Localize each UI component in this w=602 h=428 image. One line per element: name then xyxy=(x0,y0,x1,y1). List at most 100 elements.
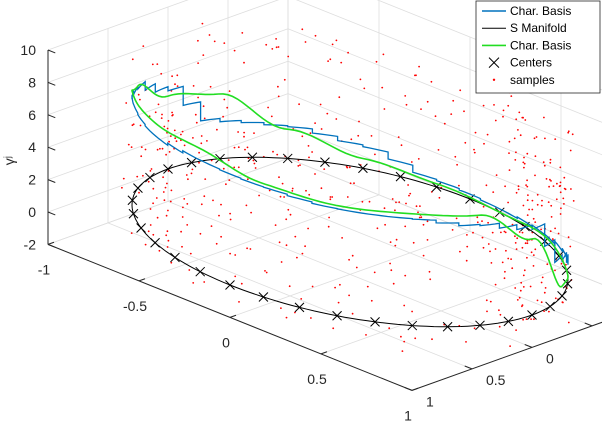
sample-point xyxy=(521,246,524,249)
center-marker xyxy=(370,317,380,327)
sample-point xyxy=(374,153,376,156)
sample-point xyxy=(314,34,317,37)
sample-point xyxy=(514,159,517,161)
sample-point xyxy=(220,235,223,238)
sample-point xyxy=(215,242,218,245)
sample-point xyxy=(192,137,194,139)
sample-point xyxy=(525,184,527,187)
sample-point xyxy=(483,142,485,145)
sample-point xyxy=(308,193,311,196)
sample-point xyxy=(400,335,402,338)
sample-point xyxy=(458,184,460,187)
sample-point xyxy=(415,205,418,208)
sample-point xyxy=(365,334,367,336)
sample-point xyxy=(233,49,236,52)
sample-point xyxy=(522,116,524,119)
sample-point xyxy=(234,275,237,278)
sample-point xyxy=(522,318,524,321)
sample-point xyxy=(253,132,255,135)
sample-point xyxy=(245,204,248,207)
center-marker xyxy=(320,157,330,167)
sample-point xyxy=(296,256,298,259)
x-tick-label: -0.5 xyxy=(123,298,147,314)
sample-point xyxy=(320,128,323,130)
sample-point xyxy=(500,231,502,234)
center-marker-stroke xyxy=(215,153,225,164)
sample-point xyxy=(305,189,307,192)
sample-point xyxy=(174,137,177,140)
sample-point xyxy=(276,153,279,156)
y-tick-mark xyxy=(404,387,413,391)
sample-point xyxy=(213,40,216,43)
center-marker xyxy=(294,302,305,313)
sample-point xyxy=(287,208,290,211)
center-marker-stroke xyxy=(554,251,564,261)
sample-point xyxy=(405,103,408,106)
x-tick-label: -1 xyxy=(38,261,51,277)
center-marker-stroke xyxy=(145,172,155,183)
sample-point xyxy=(472,231,474,234)
sample-point xyxy=(166,230,169,233)
sample-point xyxy=(534,248,537,251)
sample-point xyxy=(515,329,517,331)
sample-point xyxy=(147,230,150,233)
grid-line xyxy=(227,179,593,327)
sample-point xyxy=(299,164,301,167)
sample-point xyxy=(168,151,171,153)
sample-point xyxy=(285,316,288,319)
sample-point xyxy=(491,231,494,234)
sample-point xyxy=(310,317,312,319)
sample-point xyxy=(267,106,269,109)
sample-point xyxy=(530,251,533,254)
sample-point xyxy=(383,207,386,210)
sample-point xyxy=(438,196,441,199)
center-marker-stroke xyxy=(186,157,197,168)
center-marker-stroke xyxy=(395,171,406,182)
sample-point xyxy=(323,168,326,171)
sample-point xyxy=(250,211,253,214)
sample-point xyxy=(137,93,140,96)
sample-point xyxy=(200,135,203,137)
sample-point xyxy=(563,187,566,190)
sample-point xyxy=(502,115,504,118)
sample-point xyxy=(546,263,549,266)
sample-point xyxy=(418,65,420,68)
sample-point xyxy=(285,218,288,221)
sample-point xyxy=(414,337,417,340)
sample-point xyxy=(417,158,420,160)
sample-point xyxy=(163,125,166,128)
sample-point xyxy=(465,341,467,343)
sample-point xyxy=(280,261,283,263)
sample-point xyxy=(411,310,413,313)
sample-point xyxy=(339,283,341,286)
center-marker xyxy=(145,172,155,183)
sample-point xyxy=(180,133,182,136)
axes-box xyxy=(47,49,602,391)
sample-point xyxy=(547,201,550,204)
center-marker xyxy=(557,291,567,301)
sample-point xyxy=(417,211,419,214)
sample-point xyxy=(534,155,537,158)
sample-point xyxy=(534,174,536,177)
sample-point xyxy=(525,318,528,320)
center-marker-stroke xyxy=(332,310,342,321)
sample-point xyxy=(508,140,511,143)
sample-point xyxy=(169,200,172,203)
sample-point xyxy=(482,246,485,249)
sample-point xyxy=(473,327,476,330)
sample-point xyxy=(192,282,195,284)
sample-point xyxy=(381,86,384,89)
sample-point xyxy=(559,213,562,215)
sample-point xyxy=(556,182,558,185)
sample-point xyxy=(301,135,304,138)
sample-point xyxy=(183,144,186,147)
sample-point xyxy=(359,78,362,81)
sample-point xyxy=(526,214,529,217)
sample-point xyxy=(509,345,511,347)
center-marker-stroke xyxy=(282,153,293,164)
sample-point xyxy=(278,241,281,244)
char-basis-green-series xyxy=(131,83,569,288)
sample-point xyxy=(554,297,557,300)
sample-point xyxy=(476,221,479,224)
sample-point xyxy=(160,72,163,75)
